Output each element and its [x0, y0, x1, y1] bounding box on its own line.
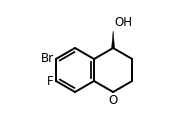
Text: F: F — [47, 75, 54, 88]
Text: O: O — [108, 94, 118, 107]
Text: OH: OH — [114, 16, 132, 29]
Polygon shape — [112, 31, 115, 48]
Text: Br: Br — [41, 52, 54, 65]
